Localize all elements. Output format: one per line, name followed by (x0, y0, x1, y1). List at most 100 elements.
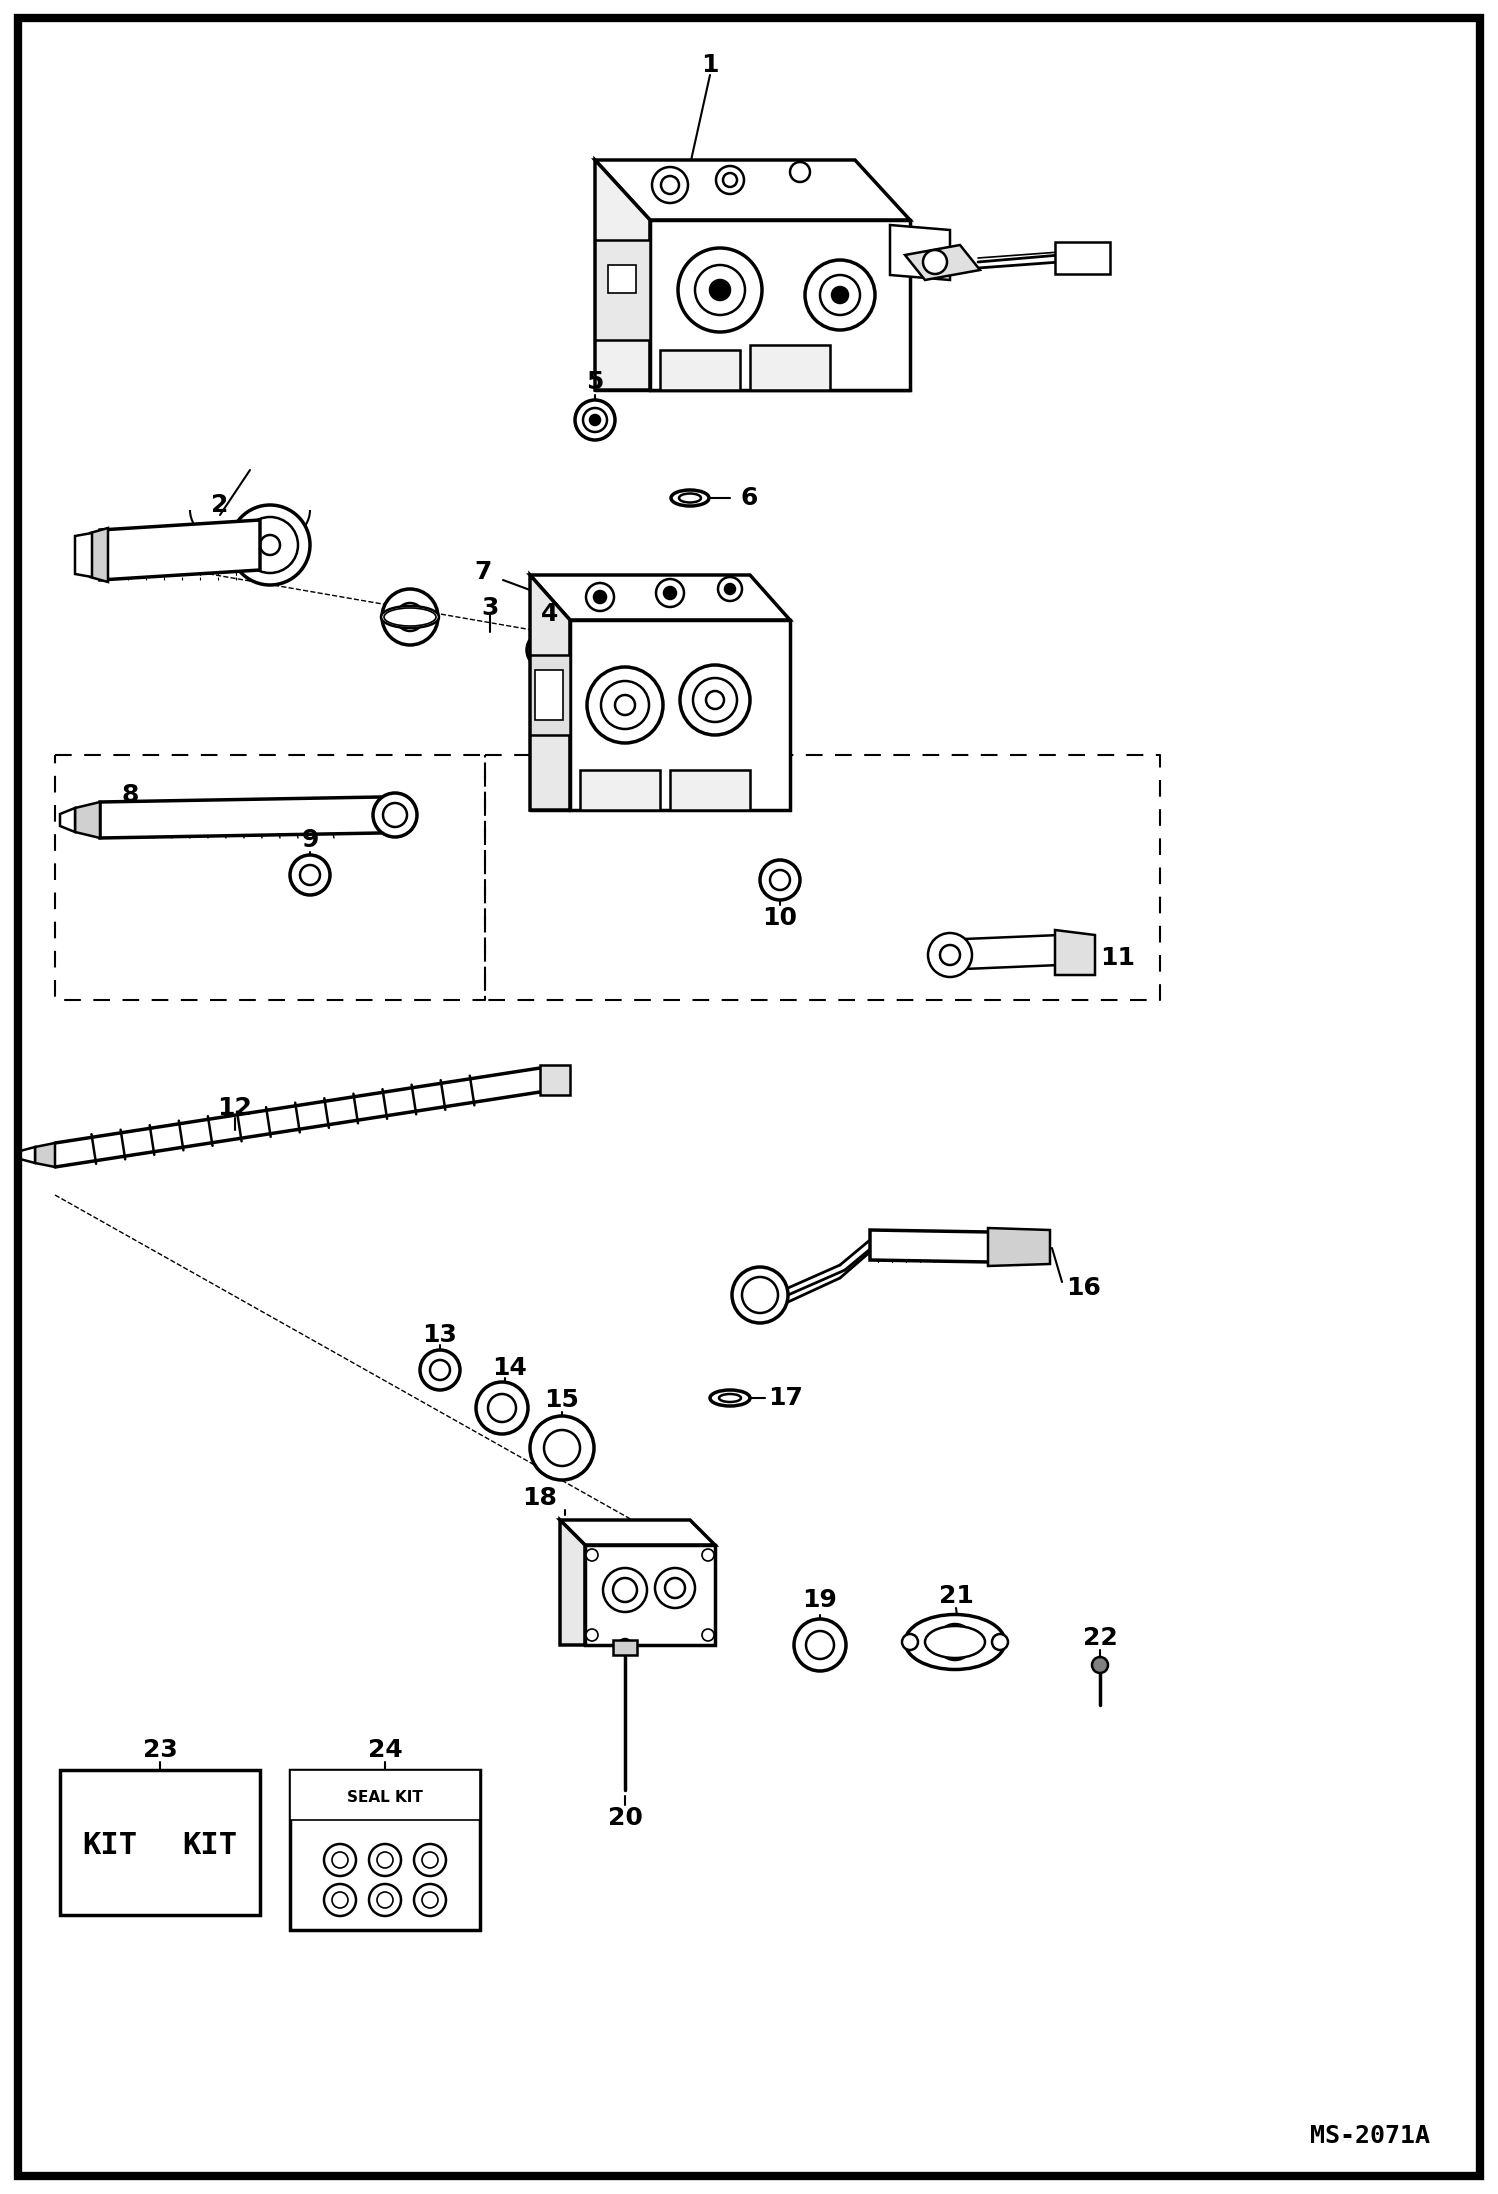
Circle shape (377, 1891, 392, 1909)
Polygon shape (235, 524, 270, 566)
Circle shape (590, 415, 601, 426)
Text: 11: 11 (1100, 946, 1135, 970)
Circle shape (243, 518, 298, 573)
Circle shape (369, 1843, 401, 1876)
Circle shape (382, 588, 437, 645)
Circle shape (906, 237, 933, 265)
Polygon shape (75, 533, 91, 577)
Circle shape (1092, 1656, 1109, 1674)
Bar (291, 1771, 479, 1931)
Circle shape (716, 167, 745, 193)
Circle shape (333, 1891, 348, 1909)
Polygon shape (613, 1639, 637, 1654)
Circle shape (680, 665, 750, 735)
Circle shape (927, 932, 972, 976)
Polygon shape (530, 575, 571, 810)
Circle shape (724, 173, 737, 186)
Polygon shape (530, 575, 789, 621)
Circle shape (377, 1775, 392, 1790)
Circle shape (63, 814, 73, 825)
Circle shape (395, 603, 424, 632)
Text: 13: 13 (422, 1323, 457, 1347)
Circle shape (544, 1073, 560, 1088)
Polygon shape (650, 219, 909, 391)
Polygon shape (989, 1229, 1050, 1266)
Circle shape (536, 641, 554, 658)
Bar (535, 669, 563, 720)
Text: 14: 14 (493, 1356, 527, 1380)
Text: 8: 8 (121, 783, 139, 807)
Text: KIT: KIT (183, 1830, 238, 1861)
Circle shape (619, 1639, 631, 1652)
Circle shape (586, 584, 614, 610)
Text: 22: 22 (1083, 1626, 1118, 1650)
Polygon shape (34, 1143, 55, 1167)
Circle shape (601, 680, 649, 728)
Text: 6: 6 (740, 487, 758, 509)
Polygon shape (941, 935, 1061, 970)
Circle shape (742, 1277, 777, 1312)
Circle shape (679, 248, 762, 331)
Circle shape (476, 1382, 527, 1435)
Polygon shape (905, 246, 980, 281)
Text: 7: 7 (475, 559, 491, 584)
Polygon shape (595, 160, 650, 391)
Ellipse shape (671, 489, 709, 507)
Polygon shape (580, 770, 661, 810)
Circle shape (789, 162, 810, 182)
Circle shape (422, 1852, 437, 1867)
Circle shape (586, 1628, 598, 1641)
Circle shape (794, 1619, 846, 1672)
Polygon shape (586, 1545, 715, 1646)
Circle shape (770, 871, 789, 891)
Circle shape (403, 610, 416, 623)
Circle shape (586, 1549, 598, 1560)
Ellipse shape (380, 606, 439, 627)
Bar (291, 1771, 479, 1821)
Circle shape (369, 1885, 401, 1915)
Circle shape (733, 1266, 788, 1323)
Circle shape (527, 632, 563, 667)
Circle shape (78, 548, 90, 562)
Circle shape (703, 1628, 715, 1641)
Polygon shape (890, 226, 950, 281)
Ellipse shape (679, 494, 701, 502)
Text: 18: 18 (523, 1485, 557, 1509)
Bar (608, 265, 637, 294)
Circle shape (488, 1393, 515, 1422)
Circle shape (725, 584, 736, 595)
Circle shape (912, 246, 927, 259)
Polygon shape (100, 520, 261, 579)
Circle shape (291, 856, 330, 895)
Ellipse shape (710, 1391, 750, 1406)
Polygon shape (571, 621, 789, 810)
Circle shape (587, 667, 664, 744)
Circle shape (806, 1630, 834, 1659)
Polygon shape (100, 796, 380, 838)
Text: 3: 3 (481, 597, 499, 621)
Circle shape (430, 1360, 449, 1380)
Text: 9: 9 (301, 827, 319, 851)
Circle shape (706, 691, 724, 709)
Text: 5: 5 (586, 371, 604, 395)
Circle shape (804, 261, 875, 329)
Ellipse shape (719, 1393, 742, 1402)
Circle shape (324, 1885, 357, 1915)
Circle shape (941, 946, 960, 965)
Circle shape (703, 1549, 715, 1560)
Circle shape (373, 792, 416, 836)
Circle shape (261, 535, 280, 555)
Text: 4: 4 (541, 601, 559, 625)
Polygon shape (750, 344, 830, 391)
Text: 19: 19 (803, 1588, 837, 1613)
Circle shape (419, 1349, 460, 1391)
Polygon shape (235, 505, 270, 544)
Circle shape (694, 678, 737, 722)
Circle shape (604, 1569, 647, 1613)
Circle shape (613, 1577, 637, 1602)
Text: 21: 21 (939, 1584, 974, 1608)
Circle shape (413, 1843, 446, 1876)
Polygon shape (235, 544, 270, 586)
Circle shape (595, 590, 607, 603)
Polygon shape (1055, 930, 1095, 974)
